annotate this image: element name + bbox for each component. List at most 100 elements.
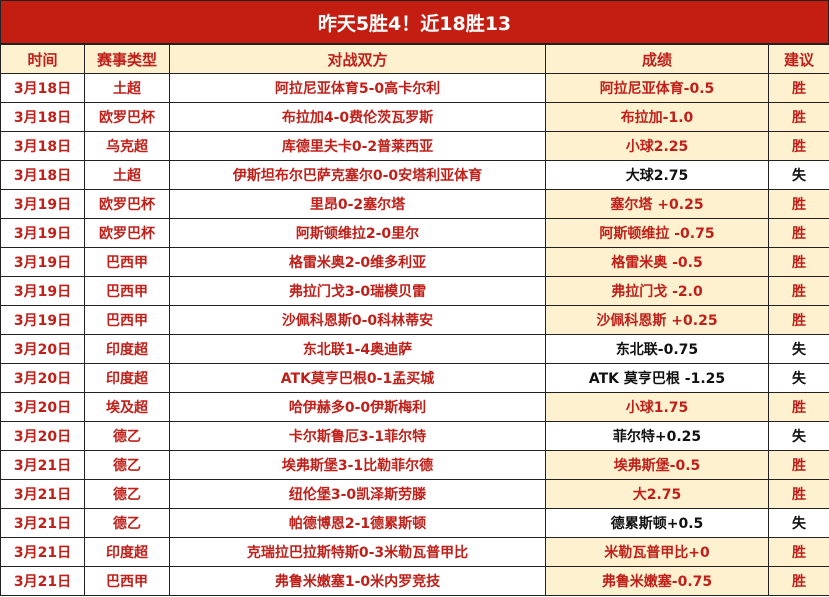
table-row: 3月20日 德乙 卡尔斯鲁厄3-1菲尔特 菲尔特+0.25 失 [0,421,829,451]
match-cell: 里昂0-2塞尔塔 [169,189,546,219]
league-cell: 印度超 [84,537,170,567]
table-row: 3月21日 巴西甲 弗鲁米嫩塞1-0米内罗竞技 弗鲁米嫩塞-0.75 胜 [0,566,829,596]
league-cell: 巴西甲 [84,305,170,335]
result-cell: 布拉加-1.0 [545,102,769,132]
table-row: 3月21日 德乙 帕德博恩2-1德累斯顿 德累斯顿+0.5 失 [0,508,829,538]
advice-cell: 胜 [768,537,829,567]
table-row: 3月21日 德乙 纽伦堡3-0凯泽斯劳滕 大2.75 胜 [0,479,829,509]
date-cell: 3月19日 [0,189,85,219]
match-cell: 克瑞拉巴拉斯特斯0-3米勒瓦普甲比 [169,537,546,567]
header-advice: 建议 [768,44,829,74]
advice-cell: 胜 [768,392,829,422]
table-row: 3月21日 印度超 克瑞拉巴拉斯特斯0-3米勒瓦普甲比 米勒瓦普甲比+0 胜 [0,537,829,567]
date-cell: 3月21日 [0,537,85,567]
advice-cell: 失 [768,334,829,364]
advice-cell: 胜 [768,247,829,277]
date-cell: 3月19日 [0,305,85,335]
match-cell: 伊斯坦布尔巴萨克塞尔0-0安塔利亚体育 [169,160,546,190]
result-cell: 菲尔特+0.25 [545,421,769,451]
result-cell: 阿拉尼亚体育-0.5 [545,73,769,103]
league-cell: 巴西甲 [84,566,170,596]
league-cell: 欧罗巴杯 [84,189,170,219]
match-cell: 布拉加4-0费伦茨瓦罗斯 [169,102,546,132]
table-row: 3月18日 土超 伊斯坦布尔巴萨克塞尔0-0安塔利亚体育 大球2.75 失 [0,160,829,190]
advice-cell: 胜 [768,218,829,248]
advice-cell: 胜 [768,566,829,596]
advice-cell: 胜 [768,450,829,480]
table-row: 3月19日 巴西甲 弗拉门戈3-0瑞模贝雷 弗拉门戈 -2.0 胜 [0,276,829,306]
date-cell: 3月21日 [0,450,85,480]
result-cell: 大2.75 [545,479,769,509]
date-cell: 3月20日 [0,392,85,422]
table-row: 3月18日 土超 阿拉尼亚体育5-0高卡尔利 阿拉尼亚体育-0.5 胜 [0,73,829,103]
date-cell: 3月18日 [0,102,85,132]
table-row: 3月19日 欧罗巴杯 阿斯顿维拉2-0里尔 阿斯顿维拉 -0.75 胜 [0,218,829,248]
date-cell: 3月19日 [0,218,85,248]
date-cell: 3月20日 [0,334,85,364]
match-cell: 阿拉尼亚体育5-0高卡尔利 [169,73,546,103]
date-cell: 3月21日 [0,479,85,509]
advice-cell: 失 [768,421,829,451]
league-cell: 德乙 [84,421,170,451]
table-row: 3月18日 欧罗巴杯 布拉加4-0费伦茨瓦罗斯 布拉加-1.0 胜 [0,102,829,132]
league-cell: 印度超 [84,363,170,393]
advice-cell: 失 [768,363,829,393]
league-cell: 印度超 [84,334,170,364]
table-row: 3月18日 乌克超 库德里夫卡0-2普莱西亚 小球2.25 胜 [0,131,829,161]
table-row: 3月19日 巴西甲 沙佩科恩斯0-0科林蒂安 沙佩科恩斯 +0.25 胜 [0,305,829,335]
advice-cell: 胜 [768,305,829,335]
result-cell: 弗拉门戈 -2.0 [545,276,769,306]
result-cell: ATK 莫亨巴根 -1.25 [545,363,769,393]
result-cell: 小球1.75 [545,392,769,422]
date-cell: 3月20日 [0,363,85,393]
table-row: 3月19日 欧罗巴杯 里昂0-2塞尔塔 塞尔塔 +0.25 胜 [0,189,829,219]
match-cell: 沙佩科恩斯0-0科林蒂安 [169,305,546,335]
date-cell: 3月19日 [0,276,85,306]
header-league: 赛事类型 [84,44,170,74]
advice-cell: 胜 [768,276,829,306]
page-title: 昨天5胜4！近18胜13 [0,0,829,44]
league-cell: 欧罗巴杯 [84,218,170,248]
header-date: 时间 [0,44,85,74]
league-cell: 巴西甲 [84,276,170,306]
header-result: 成绩 [545,44,769,74]
header-match: 对战双方 [169,44,546,74]
advice-cell: 胜 [768,189,829,219]
league-cell: 乌克超 [84,131,170,161]
results-table: 时间 赛事类型 对战双方 成绩 建议 3月18日 土超 阿拉尼亚体育5-0高卡尔利阿… [0,44,829,596]
result-cell: 东北联-0.75 [545,334,769,364]
result-cell: 塞尔塔 +0.25 [545,189,769,219]
table-row: 3月20日 埃及超 哈伊赫多0-0伊斯梅利 小球1.75 胜 [0,392,829,422]
header-row: 时间 赛事类型 对战双方 成绩 建议 [0,44,829,74]
result-cell: 沙佩科恩斯 +0.25 [545,305,769,335]
league-cell: 土超 [84,160,170,190]
match-cell: 阿斯顿维拉2-0里尔 [169,218,546,248]
date-cell: 3月21日 [0,566,85,596]
match-cell: 弗鲁米嫩塞1-0米内罗竞技 [169,566,546,596]
match-cell: 库德里夫卡0-2普莱西亚 [169,131,546,161]
date-cell: 3月19日 [0,247,85,277]
advice-cell: 胜 [768,102,829,132]
match-cell: 哈伊赫多0-0伊斯梅利 [169,392,546,422]
result-cell: 德累斯顿+0.5 [545,508,769,538]
table-row: 3月20日 印度超 东北联1-4奥迪萨 东北联-0.75 失 [0,334,829,364]
match-cell: 埃弗斯堡3-1比勒菲尔德 [169,450,546,480]
advice-cell: 胜 [768,73,829,103]
league-cell: 埃及超 [84,392,170,422]
result-cell: 格雷米奥 -0.5 [545,247,769,277]
league-cell: 德乙 [84,479,170,509]
result-cell: 米勒瓦普甲比+0 [545,537,769,567]
match-cell: 帕德博恩2-1德累斯顿 [169,508,546,538]
date-cell: 3月18日 [0,73,85,103]
league-cell: 德乙 [84,450,170,480]
match-cell: 纽伦堡3-0凯泽斯劳滕 [169,479,546,509]
league-cell: 欧罗巴杯 [84,102,170,132]
match-cell: 弗拉门戈3-0瑞模贝雷 [169,276,546,306]
result-cell: 弗鲁米嫩塞-0.75 [545,566,769,596]
table-row: 3月20日 印度超 ATK莫亨巴根0-1孟买城 ATK 莫亨巴根 -1.25 失 [0,363,829,393]
date-cell: 3月21日 [0,508,85,538]
advice-cell: 胜 [768,479,829,509]
advice-cell: 失 [768,508,829,538]
result-cell: 小球2.25 [545,131,769,161]
result-cell: 埃弗斯堡-0.5 [545,450,769,480]
